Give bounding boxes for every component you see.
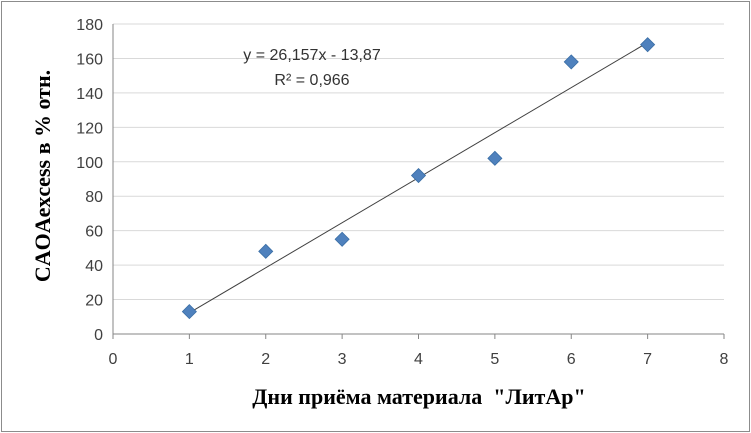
x-axis-title: Дни приёма материала "ЛитАр" bbox=[252, 384, 585, 409]
x-tick-label: 2 bbox=[261, 351, 270, 368]
trendline-equation: y = 26,157x - 13,87 bbox=[243, 47, 381, 64]
grid-lines bbox=[113, 23, 724, 301]
y-tick-label: 180 bbox=[76, 17, 103, 34]
y-tick-labels: 0 20 40 60 80 100 120 140 160 180 bbox=[76, 17, 103, 344]
y-tick-label: 140 bbox=[76, 86, 103, 103]
data-point bbox=[487, 150, 503, 166]
x-tick-labels: 0 1 2 3 4 5 6 7 8 bbox=[109, 351, 729, 368]
y-tick-label: 20 bbox=[85, 293, 103, 310]
y-tick-label: 0 bbox=[94, 327, 103, 344]
x-tick-label: 7 bbox=[643, 351, 652, 368]
data-point bbox=[258, 243, 274, 259]
x-tick-label: 3 bbox=[338, 351, 347, 368]
x-tick-label: 1 bbox=[185, 351, 194, 368]
y-tick-label: 120 bbox=[76, 120, 103, 137]
y-tick-label: 40 bbox=[85, 258, 103, 275]
y-tick-label: 80 bbox=[85, 189, 103, 206]
r-squared-label: R² = 0,966 bbox=[274, 72, 349, 89]
x-tick-label: 4 bbox=[414, 351, 423, 368]
data-point bbox=[410, 167, 427, 184]
y-tick-label: 160 bbox=[76, 51, 103, 68]
y-axis-title: CAOAexcess в % отн. bbox=[30, 70, 55, 282]
data-point bbox=[563, 54, 579, 70]
x-tick-label: 8 bbox=[720, 351, 729, 368]
x-tick-label: 0 bbox=[109, 351, 118, 368]
y-tick-label: 60 bbox=[85, 224, 103, 241]
data-point bbox=[640, 37, 656, 53]
data-points bbox=[181, 37, 656, 320]
data-point bbox=[334, 231, 350, 247]
data-point bbox=[181, 304, 197, 320]
axes bbox=[112, 24, 725, 339]
x-tick-label: 6 bbox=[567, 351, 576, 368]
x-tick-label: 5 bbox=[490, 351, 499, 368]
y-tick-label: 100 bbox=[76, 155, 103, 172]
